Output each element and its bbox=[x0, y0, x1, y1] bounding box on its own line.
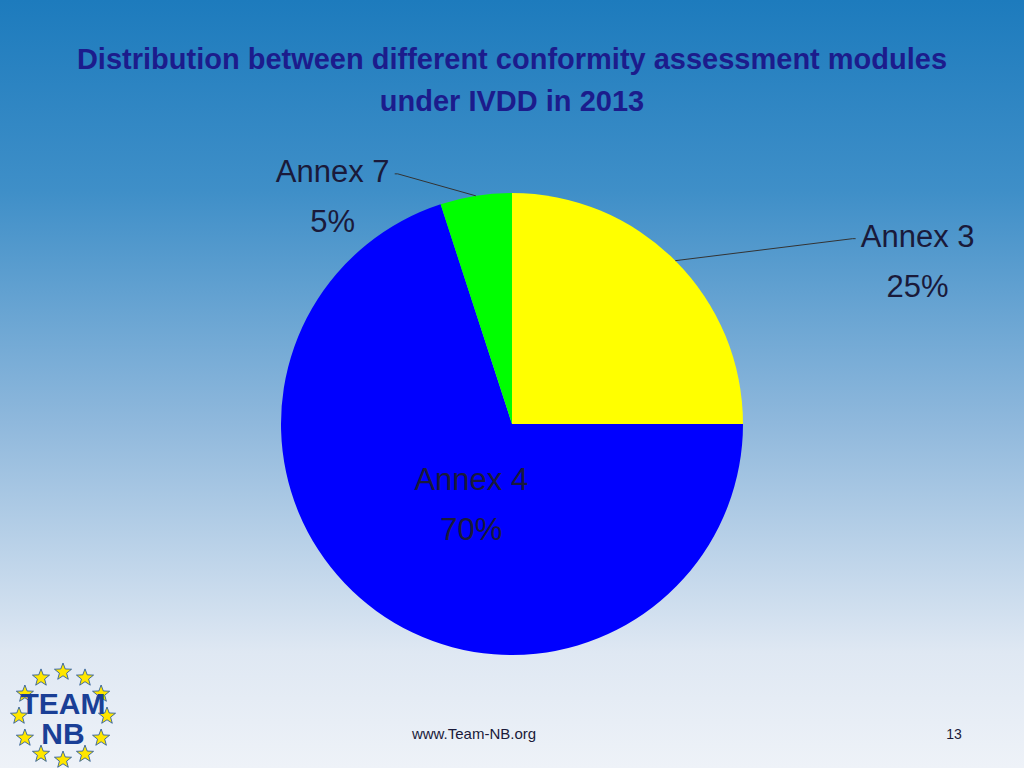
footer-url: www.Team-NB.org bbox=[411, 725, 536, 742]
logo-star bbox=[76, 669, 93, 685]
value-label: 5% bbox=[310, 204, 355, 239]
logo-text: NB bbox=[41, 717, 84, 750]
slice bbox=[441, 193, 512, 424]
category-label: Annex 7 bbox=[276, 154, 390, 189]
logo-star bbox=[54, 751, 71, 767]
page-number: 13 bbox=[946, 726, 962, 742]
logo-star bbox=[54, 663, 71, 679]
leader-line bbox=[675, 239, 855, 261]
category-label: Annex 4 bbox=[414, 462, 528, 497]
logo: TEAMNB bbox=[10, 663, 115, 767]
leader-line bbox=[395, 174, 476, 196]
category-label: Annex 3 bbox=[861, 219, 975, 254]
logo-star bbox=[93, 729, 110, 745]
slices bbox=[281, 193, 743, 655]
title: Distribution between different conformit… bbox=[62, 38, 962, 122]
value-label: 25% bbox=[887, 269, 949, 304]
slice bbox=[512, 193, 743, 424]
logo-text: TEAM bbox=[21, 687, 106, 720]
logo-star bbox=[32, 669, 49, 685]
value-label: 70% bbox=[440, 512, 502, 547]
logo-star bbox=[16, 729, 33, 745]
chart: Annex 3 25% Annex 4 70% Annex 7 5% www.Team-NB… bbox=[0, 0, 1024, 768]
